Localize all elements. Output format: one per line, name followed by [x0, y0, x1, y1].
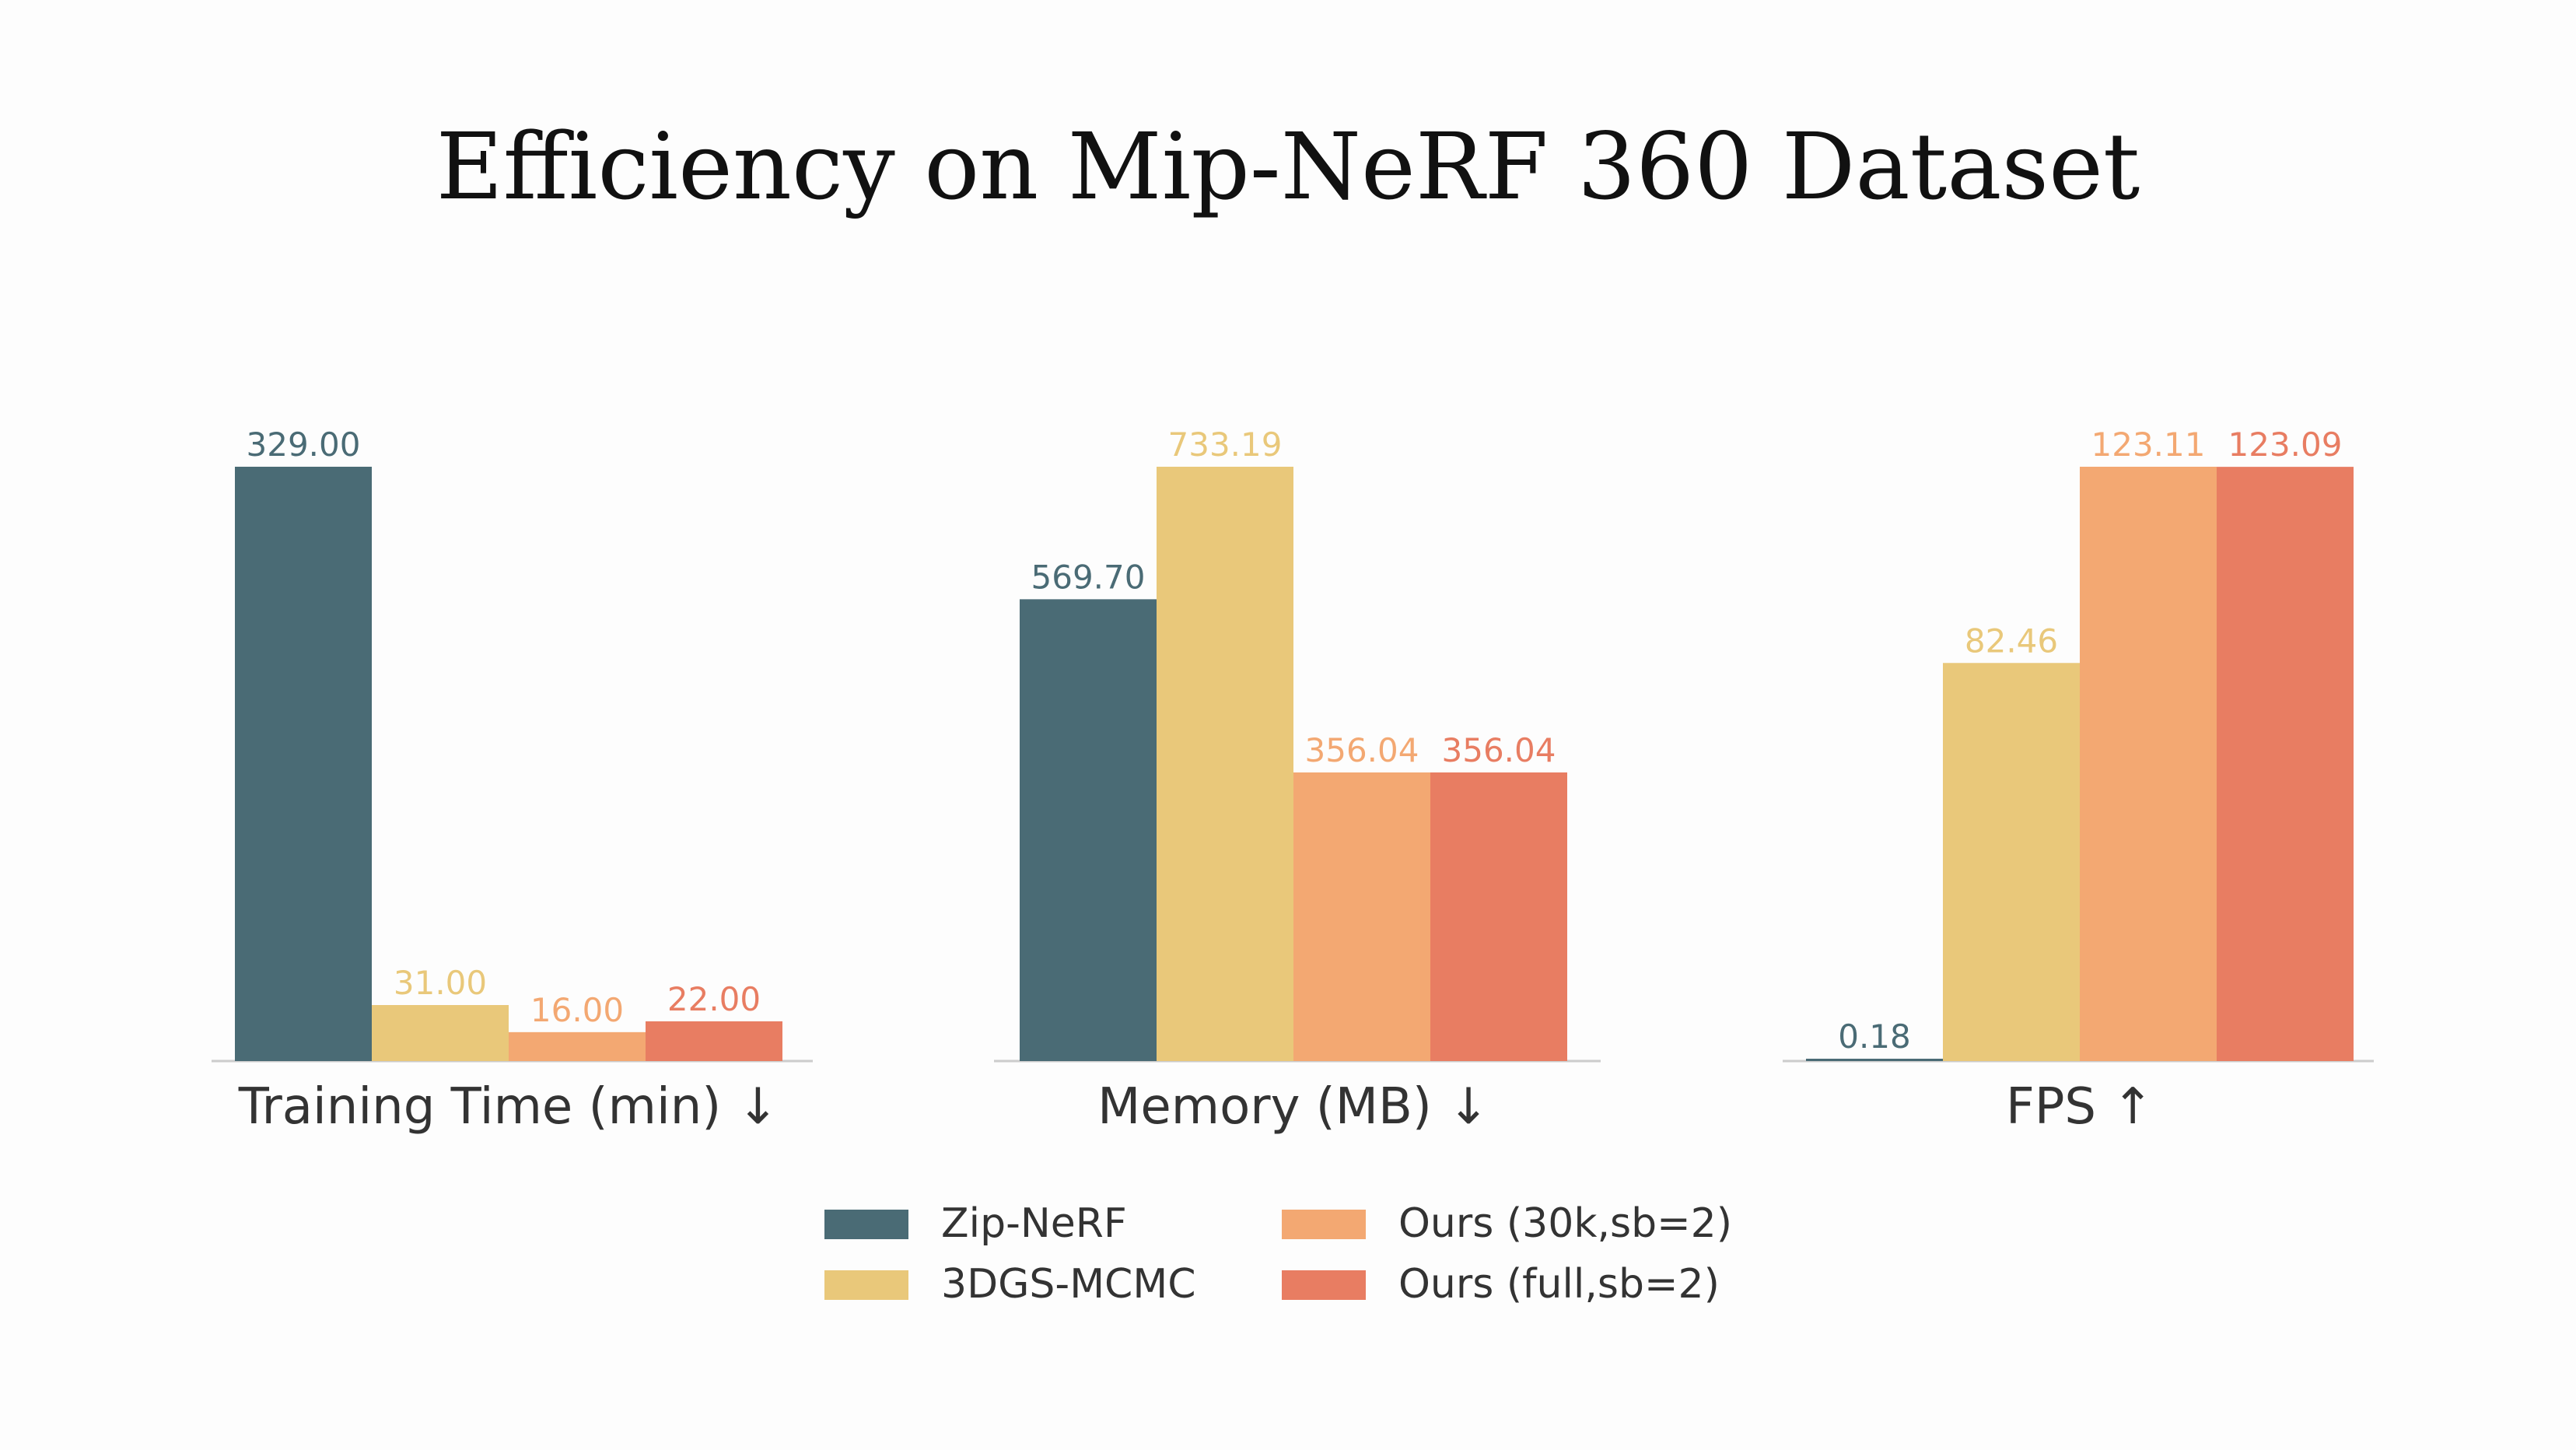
data-label: 329.00 [247, 426, 361, 464]
bar [1157, 467, 1293, 1061]
bar [2080, 467, 2217, 1061]
data-label: 82.46 [1965, 622, 2058, 660]
legend-label: Zip-NeRF [941, 1200, 1127, 1247]
data-label: 123.11 [2091, 426, 2206, 464]
category-label: Memory (MB) ↓ [1097, 1078, 1489, 1136]
data-label: 16.00 [530, 991, 624, 1029]
legend-swatch [1282, 1210, 1366, 1239]
bar [2217, 467, 2354, 1061]
category-label: Training Time (min) ↓ [238, 1078, 779, 1136]
bar [1020, 599, 1157, 1061]
data-label: 123.09 [2228, 426, 2343, 464]
legend-label: 3DGS-MCMC [941, 1261, 1196, 1308]
category-label: FPS ↑ [2006, 1078, 2154, 1136]
bar [372, 1005, 509, 1061]
plot-area: 329.00 31.00 16.00 22.00 Training Time (min)… [212, 426, 2374, 1136]
legend-swatch [824, 1270, 908, 1300]
data-label: 0.18 [1838, 1017, 1911, 1056]
legend-swatch [1282, 1270, 1366, 1300]
legend-label: Ours (30k,sb=2) [1398, 1200, 1732, 1247]
bar [235, 467, 372, 1061]
data-label: 569.70 [1031, 558, 1146, 596]
bar [1943, 663, 2080, 1061]
legend-swatch [824, 1210, 908, 1239]
bar [1430, 772, 1567, 1061]
bar [509, 1031, 646, 1061]
bar [1806, 1059, 1943, 1061]
bar [1293, 772, 1430, 1061]
bar [646, 1021, 782, 1061]
data-label: 22.00 [667, 980, 761, 1018]
data-label: 733.19 [1168, 426, 1283, 464]
data-label: 356.04 [1305, 731, 1419, 769]
legend-label: Ours (full,sb=2) [1398, 1261, 1720, 1308]
data-label: 31.00 [394, 964, 487, 1002]
data-label: 356.04 [1442, 731, 1556, 769]
legend: Zip-NeRF 3DGS-MCMC Ours (30k,sb=2) Ours (fu… [824, 1200, 1732, 1308]
chart-title: Efficiency on Mip-NeRF 360 Dataset [436, 113, 2140, 220]
